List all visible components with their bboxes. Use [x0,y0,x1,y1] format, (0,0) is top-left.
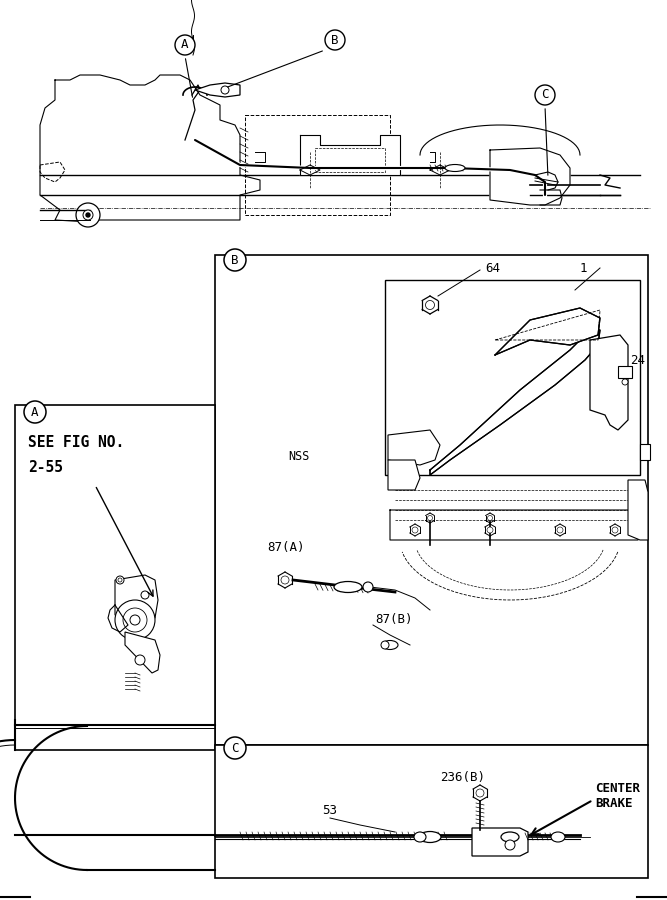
Text: A: A [31,406,39,419]
Text: C: C [231,742,239,754]
Circle shape [24,401,46,423]
Text: NSS: NSS [288,449,309,463]
Circle shape [123,608,147,632]
Text: 236(B): 236(B) [440,771,485,785]
Circle shape [535,85,555,105]
Bar [15,405,215,750]
Polygon shape [115,575,158,620]
Ellipse shape [419,832,441,842]
Text: 2-55: 2-55 [28,460,63,475]
Circle shape [426,301,434,310]
Text: 87(A): 87(A) [267,542,305,554]
Text: 87(B): 87(B) [375,614,412,626]
Circle shape [476,789,484,797]
Bar [385,280,640,475]
Polygon shape [472,828,528,856]
Circle shape [281,576,289,584]
Text: CENTER: CENTER [595,782,640,795]
Bar [640,444,650,460]
Circle shape [488,516,492,520]
Ellipse shape [363,582,373,592]
Circle shape [141,591,149,599]
Circle shape [487,527,493,533]
Circle shape [325,30,345,50]
Text: 64: 64 [485,262,500,274]
Circle shape [86,213,90,217]
Ellipse shape [334,581,362,592]
Bar [618,366,632,378]
Polygon shape [388,460,420,490]
Bar [215,255,648,745]
Ellipse shape [501,832,519,842]
Circle shape [175,35,195,55]
Circle shape [224,737,246,759]
Bar [215,745,648,878]
Circle shape [428,516,432,520]
Text: A: A [181,39,189,51]
Circle shape [118,578,122,582]
Polygon shape [430,330,600,475]
Circle shape [221,86,229,94]
Circle shape [381,641,389,649]
Polygon shape [490,148,570,205]
Text: 24: 24 [630,354,645,366]
Circle shape [130,615,140,625]
Polygon shape [590,335,628,430]
Ellipse shape [414,832,426,842]
Ellipse shape [445,165,465,172]
Circle shape [622,379,628,385]
Circle shape [505,840,515,850]
Text: C: C [541,88,549,102]
Text: B: B [331,33,339,47]
Circle shape [135,655,145,665]
Circle shape [612,527,618,533]
Circle shape [83,210,93,220]
Polygon shape [388,430,440,465]
Circle shape [224,249,246,271]
Text: 1: 1 [580,262,588,274]
Text: 53: 53 [323,804,338,816]
Polygon shape [125,632,160,673]
Polygon shape [195,83,240,97]
Polygon shape [495,308,600,355]
Circle shape [115,600,155,640]
Circle shape [76,203,100,227]
Circle shape [116,576,124,584]
Circle shape [412,527,418,533]
Text: B: B [231,254,239,266]
Polygon shape [300,135,400,175]
Circle shape [557,527,563,533]
Ellipse shape [382,641,398,650]
Text: BRAKE: BRAKE [595,797,632,810]
Text: SEE FIG NO.: SEE FIG NO. [28,435,124,450]
Ellipse shape [551,832,565,842]
Polygon shape [628,480,648,540]
